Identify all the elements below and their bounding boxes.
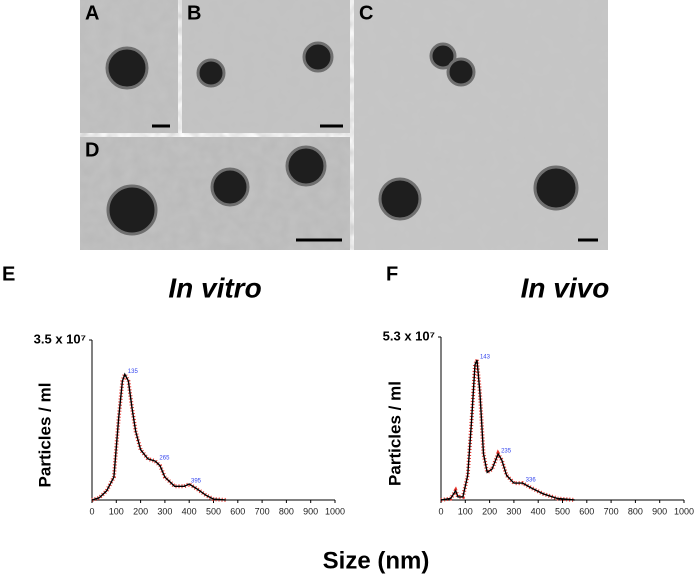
x-tick-label: 900 [652, 506, 667, 516]
y-axis-label: Particles / ml [35, 383, 54, 488]
x-tick-label: 200 [133, 506, 148, 516]
data-line [440, 359, 575, 501]
y-tick-label: 5.3 x 10⁷ [383, 328, 435, 343]
error-band [440, 359, 575, 502]
tem-images: A B C D [80, 0, 608, 250]
panel-label: E [2, 263, 15, 285]
peak-label: 135 [128, 369, 139, 375]
x-axis-label: Size (nm) [323, 547, 430, 574]
x-tick-label: 1000 [325, 506, 345, 516]
panel-label: D [85, 139, 99, 161]
panel-label: B [187, 2, 201, 24]
data-line [91, 372, 226, 501]
x-tick-label: 300 [506, 506, 521, 516]
chart-title: In vitro [168, 272, 261, 303]
x-tick-label: 100 [458, 506, 473, 516]
panel-label: A [85, 2, 99, 24]
x-tick-label: 200 [482, 506, 497, 516]
peak-label: 143 [480, 355, 491, 361]
peak-label: 265 [159, 456, 170, 462]
peak-label: 395 [191, 479, 202, 485]
x-tick-label: 700 [604, 506, 619, 516]
chart-title: In vivo [521, 272, 610, 303]
x-tick-label: 300 [157, 506, 172, 516]
scale-bars [152, 124, 598, 242]
x-tick-label: 400 [531, 506, 546, 516]
peak-label: 235 [501, 448, 512, 454]
x-tick-label: 400 [182, 506, 197, 516]
x-tick-label: 900 [303, 506, 318, 516]
panel-label: C [359, 2, 373, 24]
x-tick-label: 800 [628, 506, 643, 516]
x-tick-label: 0 [89, 506, 94, 516]
x-tick-label: 500 [555, 506, 570, 516]
y-tick-label: 3.5 x 10⁷ [34, 331, 86, 346]
x-tick-label: 700 [255, 506, 270, 516]
x-tick-label: 100 [109, 506, 124, 516]
x-tick-label: 600 [579, 506, 594, 516]
peak-label: 336 [526, 478, 537, 484]
x-tick-label: 800 [279, 506, 294, 516]
x-tick-label: 500 [206, 506, 221, 516]
x-tick-label: 600 [230, 506, 245, 516]
x-tick-label: 0 [438, 506, 443, 516]
vesicles [105, 41, 579, 236]
x-tick-label: 1000 [674, 506, 694, 516]
y-axis-label: Particles / ml [385, 381, 404, 486]
panel-label: F [386, 263, 398, 285]
